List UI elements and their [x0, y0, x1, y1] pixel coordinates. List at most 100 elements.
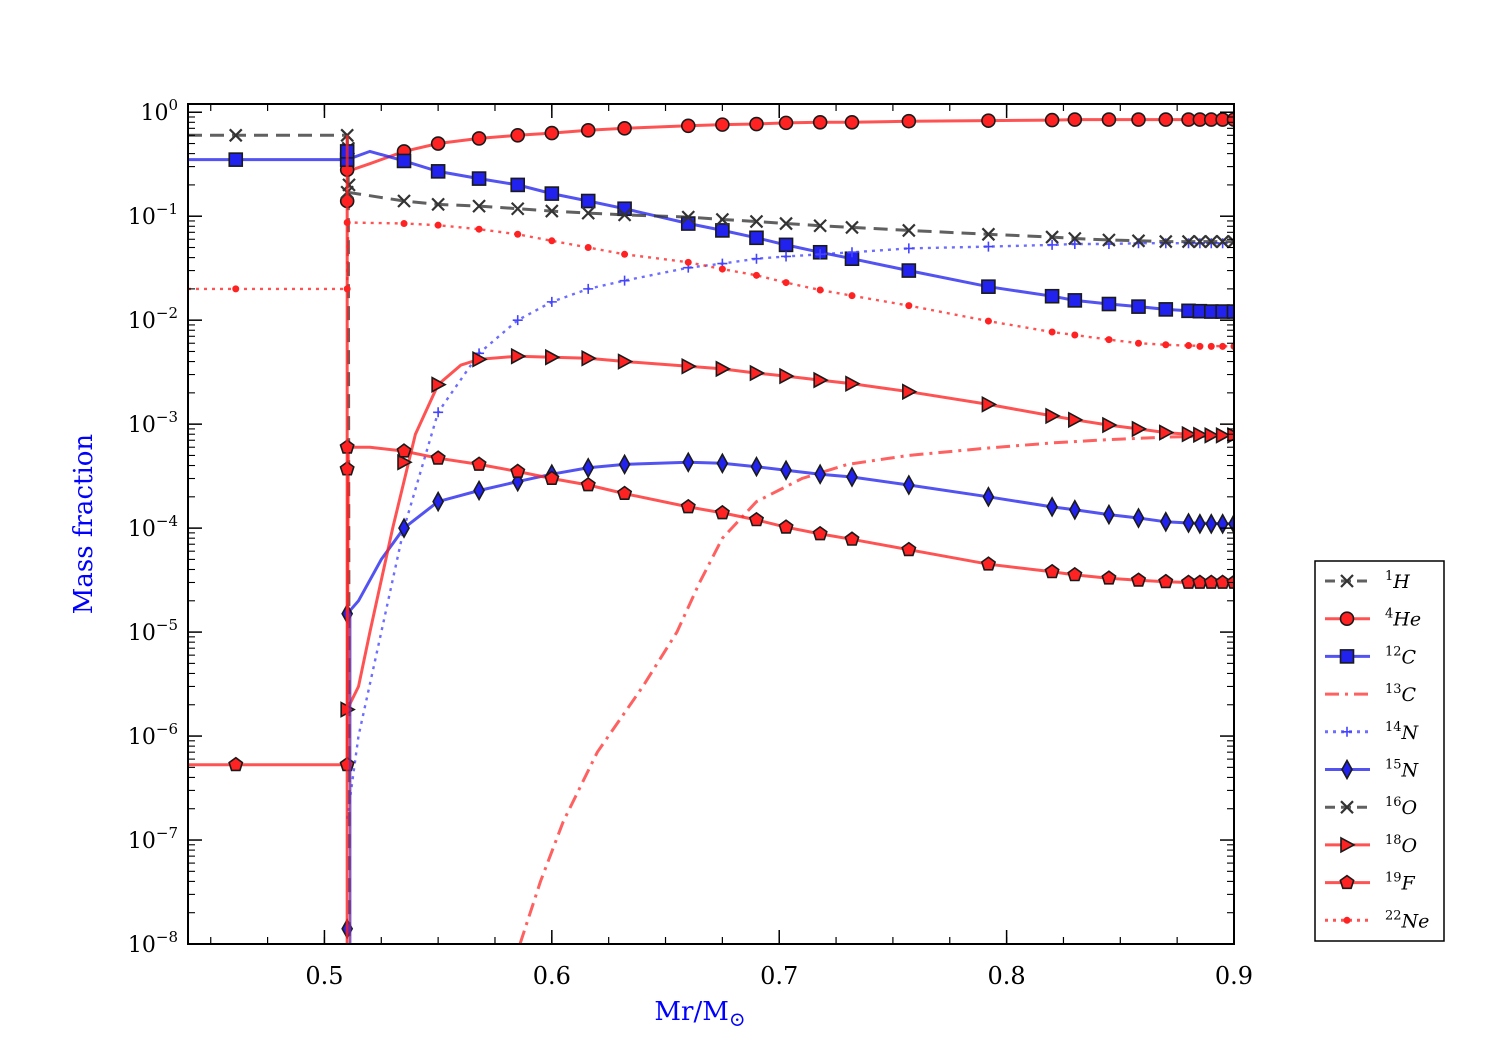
data-point-12C [1226, 304, 1234, 319]
series-line-19F [188, 445, 1234, 767]
data-point-16O [779, 216, 793, 231]
data-point-18O [510, 347, 527, 365]
data-point-16O [1131, 234, 1146, 248]
data-point-4He [580, 123, 596, 138]
data-point-22Ne [514, 230, 522, 238]
data-point-18O [1102, 416, 1118, 434]
data-point-19F [1226, 574, 1234, 589]
data-point-16O [749, 214, 764, 229]
data-point-18O [1227, 427, 1234, 444]
legend-label: 12C [1385, 644, 1417, 668]
data-point-14N [1194, 238, 1205, 249]
data-point-22Ne [1207, 342, 1215, 350]
legend-item: 1H [1325, 569, 1410, 593]
legend-item: 13C [1325, 682, 1417, 706]
legend-marker [1341, 758, 1353, 781]
data-point-22Ne [548, 237, 556, 245]
data-point-12C [1158, 302, 1174, 317]
legend-marker [1342, 726, 1352, 737]
y-tick-label: 10−1 [128, 200, 178, 230]
data-point-12C [228, 152, 244, 167]
legend-label: 22Ne [1385, 908, 1429, 932]
data-point-15N [1159, 511, 1172, 533]
legend-marker [1339, 611, 1355, 627]
data-point-15N [902, 474, 915, 496]
y-tick-label: 10−2 [128, 304, 178, 334]
data-point-12C [1131, 299, 1146, 314]
legend-item: 14N [1325, 720, 1420, 744]
data-point-1H [228, 128, 243, 143]
x-axis-title: Mr/M⊙ [654, 997, 745, 1031]
data-point-19F [228, 756, 244, 772]
data-point-19F [1044, 563, 1060, 579]
data-point-12C [471, 171, 487, 186]
data-point-15N [814, 463, 827, 485]
legend-label: 13C [1385, 682, 1417, 706]
legend-marker [1339, 649, 1355, 664]
data-point-19F [544, 470, 560, 486]
legend-marker [1340, 800, 1354, 814]
data-point-22Ne [718, 265, 726, 273]
data-point-12C [901, 263, 917, 278]
data-point-18O [813, 371, 829, 389]
data-point-22Ne [232, 285, 240, 293]
data-point-18O [397, 453, 413, 471]
data-point-22Ne [1196, 342, 1204, 350]
legend: 1H 4He 12C 13C 14N 15N 16O 18O 19F 22Ne [1314, 560, 1445, 942]
data-point-15N [716, 452, 729, 474]
data-point-18O [1204, 427, 1220, 444]
data-point-16O [472, 199, 486, 213]
data-point-14N [1206, 238, 1217, 249]
data-point-15N [846, 466, 858, 488]
data-point-19F [1130, 572, 1147, 587]
data-point-14N [546, 296, 557, 307]
data-point-4He [981, 113, 996, 128]
y-axis-title: Mass fraction [69, 434, 99, 615]
data-point-14N [815, 249, 826, 260]
data-point-15N [1068, 499, 1081, 521]
y-tick-label: 100 [140, 96, 178, 126]
series-4He [339, 112, 1234, 209]
legend-item: 19F [1325, 871, 1416, 895]
data-point-18O [431, 376, 447, 393]
data-point-18O [545, 348, 561, 366]
data-point-16O [1204, 234, 1219, 249]
axis-ticks: 0.5 0.6 0.7 0.8 0.9 100 10−1 10−2 10−3 10−4 10−5 10… [128, 96, 1253, 990]
y-tick-label: 10−4 [128, 512, 178, 542]
data-point-18O [981, 396, 998, 413]
x-tick-label: 0.8 [988, 962, 1026, 990]
series-13C [518, 434, 1234, 944]
legend-label: 15N [1385, 758, 1420, 782]
data-point-22Ne [816, 286, 824, 294]
data-point-15N [398, 517, 410, 539]
legend-marker [1340, 574, 1354, 588]
data-point-15N [1046, 496, 1059, 518]
data-point-22Ne [848, 292, 856, 300]
legend-label: 4He [1385, 607, 1421, 631]
data-point-4He [901, 113, 917, 129]
series-18O [340, 347, 1234, 718]
data-point-19F [680, 498, 696, 514]
legend-marker [1339, 874, 1355, 890]
data-point-19F [1101, 570, 1117, 585]
data-point-19F [778, 519, 794, 534]
data-point-16O [681, 210, 696, 224]
data-point-12C [680, 216, 696, 231]
data-point-4He [510, 127, 526, 143]
data-point-12C [430, 164, 446, 179]
series-line-13C [518, 434, 1234, 944]
data-point-22Ne [1134, 339, 1142, 347]
data-point-22Ne [475, 225, 483, 233]
data-point-16O [1068, 231, 1082, 246]
legend-label: 14N [1385, 720, 1420, 744]
data-point-12C [1101, 296, 1117, 312]
x-tick-label: 0.6 [533, 962, 571, 990]
data-point-19F [471, 456, 487, 471]
data-point-12C [778, 237, 794, 253]
data-point-4He [471, 131, 487, 146]
data-point-15N [1216, 513, 1229, 535]
data-point-22Ne [400, 220, 408, 228]
data-point-22Ne [1071, 331, 1079, 339]
data-point-4He [680, 118, 696, 134]
data-point-18O [779, 367, 795, 385]
